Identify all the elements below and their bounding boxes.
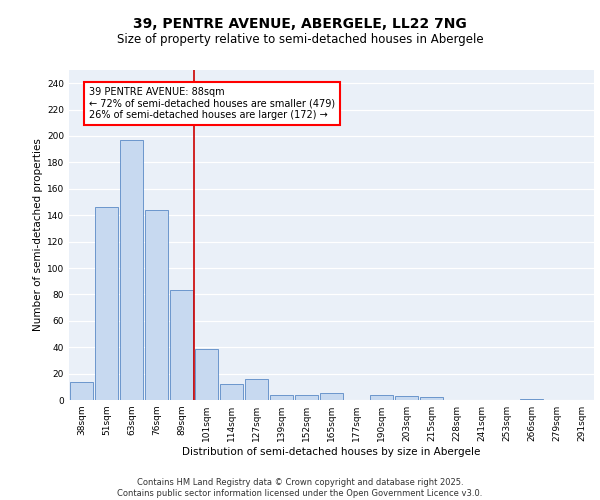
Bar xyxy=(70,382,93,400)
Bar xyxy=(245,379,268,400)
Bar xyxy=(220,384,243,400)
Bar xyxy=(270,394,293,400)
X-axis label: Distribution of semi-detached houses by size in Abergele: Distribution of semi-detached houses by … xyxy=(182,447,481,457)
Bar xyxy=(370,394,393,400)
Text: Size of property relative to semi-detached houses in Abergele: Size of property relative to semi-detach… xyxy=(116,32,484,46)
Bar xyxy=(120,140,143,400)
Bar xyxy=(170,290,193,400)
Bar xyxy=(420,398,443,400)
Bar xyxy=(145,210,168,400)
Bar xyxy=(95,208,118,400)
Bar xyxy=(295,394,318,400)
Text: Contains HM Land Registry data © Crown copyright and database right 2025.
Contai: Contains HM Land Registry data © Crown c… xyxy=(118,478,482,498)
Y-axis label: Number of semi-detached properties: Number of semi-detached properties xyxy=(33,138,43,332)
Bar xyxy=(520,398,543,400)
Bar xyxy=(320,394,343,400)
Bar xyxy=(395,396,418,400)
Text: 39, PENTRE AVENUE, ABERGELE, LL22 7NG: 39, PENTRE AVENUE, ABERGELE, LL22 7NG xyxy=(133,18,467,32)
Text: 39 PENTRE AVENUE: 88sqm
← 72% of semi-detached houses are smaller (479)
26% of s: 39 PENTRE AVENUE: 88sqm ← 72% of semi-de… xyxy=(89,87,335,120)
Bar xyxy=(195,348,218,400)
